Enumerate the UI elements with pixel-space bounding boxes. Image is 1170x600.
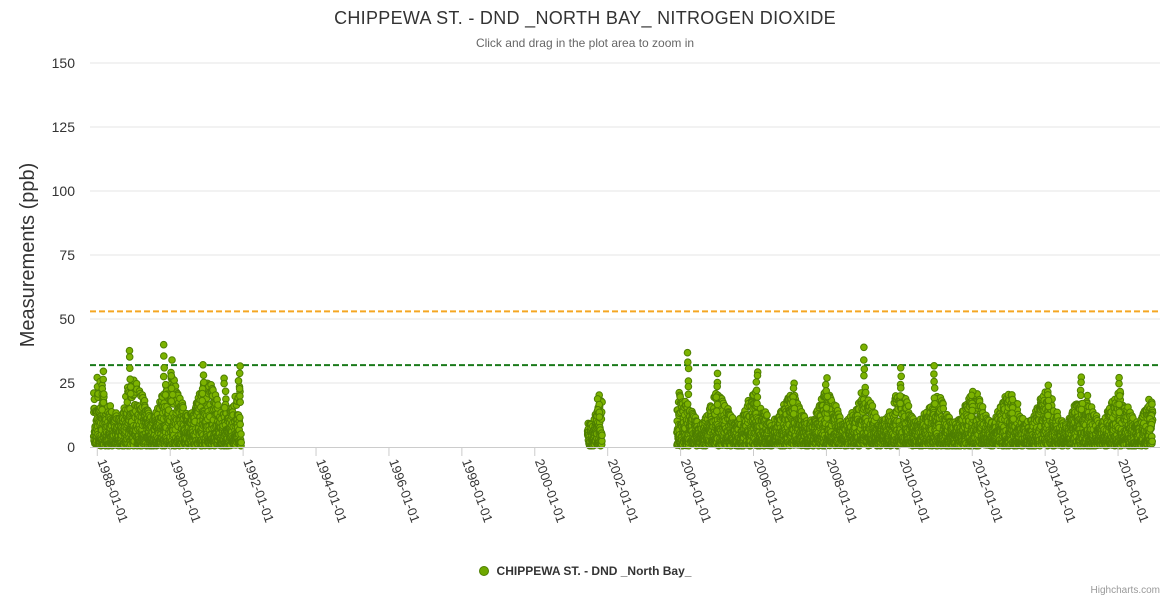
chart-title: CHIPPEWA ST. - DND _NORTH BAY_ NITROGEN … [334, 8, 836, 28]
data-point [237, 438, 245, 447]
data-point-peak [99, 367, 108, 376]
data-point-peak [98, 406, 106, 414]
data-point-peak [160, 364, 168, 372]
data-point-peak [234, 377, 243, 385]
y-tick-label: 25 [59, 375, 75, 391]
data-point-peak [235, 369, 244, 378]
data-point-peak [167, 397, 176, 406]
threshold-lines [90, 310, 1160, 367]
data-point [214, 401, 222, 409]
data-point-peak [235, 384, 244, 393]
data-point [179, 403, 187, 412]
data-point [236, 413, 244, 422]
data-point [868, 402, 877, 410]
y-tick-label: 150 [52, 55, 76, 71]
data-point-peak [160, 352, 168, 360]
y-tick-label: 50 [59, 311, 75, 327]
series-points[interactable] [89, 340, 1157, 450]
data-point-peak [168, 390, 177, 399]
data-point-peak [125, 353, 134, 361]
data-point [237, 430, 245, 438]
data-point-peak [125, 346, 134, 355]
data-point [598, 431, 606, 440]
data-point-peak [100, 390, 108, 398]
data-point-peak [198, 389, 207, 398]
data-point-peak [236, 362, 244, 370]
data-point-peak [199, 361, 207, 369]
y-tick-label: 0 [67, 439, 75, 455]
data-point-peak [200, 378, 208, 387]
data-point [939, 404, 948, 413]
data-point-peak [220, 379, 228, 388]
data-point-peak [126, 389, 135, 398]
data-point-peak [198, 396, 206, 405]
data-point-peak [220, 403, 229, 412]
data-point [236, 420, 244, 429]
data-point-peak [167, 384, 176, 393]
chart-subtitle: Click and drag in the plot area to zoom … [475, 36, 695, 50]
data-point-peak [161, 380, 170, 389]
data-point-peak [168, 356, 176, 364]
data-point-peak [167, 372, 176, 380]
data-point-peak [199, 371, 208, 380]
data-point-peak [161, 391, 170, 399]
data-point-peak [221, 387, 230, 396]
data-point-peak [99, 398, 108, 407]
data-point-peak [236, 392, 244, 400]
data-point-peak [126, 375, 134, 384]
y-axis-ticks: 0 25 50 75 100 125 150 [52, 55, 76, 455]
data-point [763, 411, 771, 419]
data-point-peak [99, 375, 107, 384]
data-point [683, 400, 692, 408]
data-point-peak [159, 372, 168, 381]
data-point-peak [126, 364, 134, 373]
y-axis-title: Measurements (ppb) [17, 163, 39, 348]
data-point-peak [126, 383, 135, 391]
y-tick-label: 125 [52, 119, 76, 135]
y-tick-label: 75 [59, 247, 75, 263]
data-point-peak [595, 413, 604, 421]
data-point [904, 402, 913, 410]
grid-layer [90, 62, 1160, 384]
y-tick-label: 100 [52, 183, 76, 199]
data-point-peak [159, 340, 168, 349]
data-point-peak [236, 398, 244, 407]
